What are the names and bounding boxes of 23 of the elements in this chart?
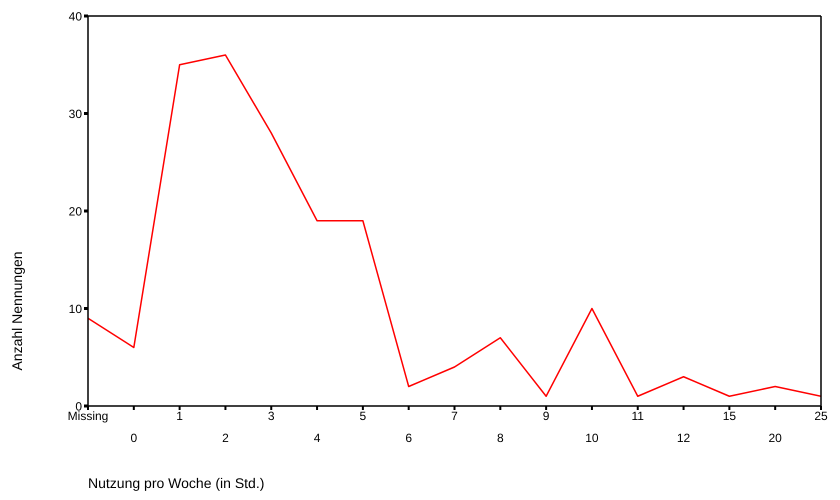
x-tick-label: 7 [451,409,458,423]
x-tick-label: 15 [722,409,736,423]
x-axis-title: Nutzung pro Woche (in Std.) [88,475,264,491]
line-series [88,54,821,397]
x-tick-label: 0 [130,431,138,445]
x-tick-label: 2 [222,431,230,445]
x-tick-label: 20 [768,431,782,445]
x-tick-label: 3 [268,409,275,423]
x-tick-label: 1 [176,409,184,423]
y-tick-label: 20 [68,204,82,218]
y-tick-label: 30 [68,106,82,121]
x-tick-label: 4 [314,431,321,445]
x-tick-label: 5 [360,409,367,423]
y-axis-title: Anzahl Nennungen [9,251,25,371]
x-tick-label: 25 [814,409,828,423]
x-tick-label: 6 [405,431,412,445]
y-tick-label: 40 [68,9,82,24]
x-tick-label: 12 [676,431,691,445]
x-tick-label: 8 [496,431,504,445]
y-tick-label: 10 [68,302,82,316]
x-tick-label: 9 [542,409,550,423]
x-tick-label: 11 [632,409,644,423]
x-tick-label: 10 [585,431,599,445]
